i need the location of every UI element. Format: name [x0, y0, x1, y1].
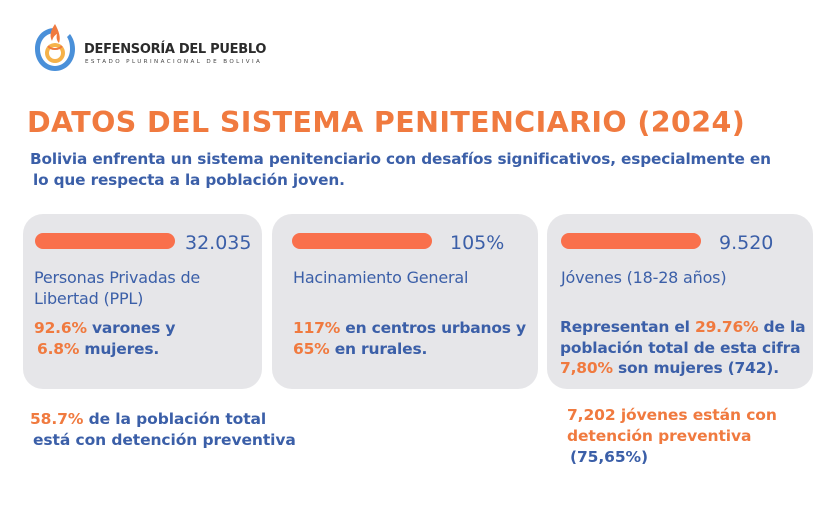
page-subtitle: Bolivia enfrenta un sistema penitenciari… [30, 149, 820, 191]
description-text: en rurales. [329, 339, 428, 358]
note-detencion-jovenes: 7,202 jóvenes están con detención preven… [567, 405, 777, 468]
stat-bar [292, 233, 432, 249]
note-text: está con detención preventiva [33, 431, 296, 449]
stat-card-hacinamiento: 105% Hacinamiento General 117% en centro… [272, 214, 538, 389]
stat-bar [561, 233, 701, 249]
note-detencion-total: 58.7% de la población total está con det… [30, 409, 296, 451]
page-title: DATOS DEL SISTEMA PENITENCIARIO (2024) [27, 106, 746, 139]
note-text: detención preventiva [567, 427, 752, 445]
stat-label: Jóvenes (18-28 años) [561, 268, 727, 287]
note-percentage: (75,65%) [570, 448, 648, 466]
description-text: son mujeres (742). [612, 359, 779, 377]
org-name: DEFENSORÍA DEL PUEBLO [84, 42, 267, 57]
description-text: en centros urbanos y [340, 319, 526, 337]
stat-description: 92.6% varones y 6.8% mujeres. [34, 318, 176, 359]
subtitle-line-2: lo que respecta a la población joven. [33, 171, 345, 189]
highlight-value: 7,80% [560, 359, 613, 377]
highlight-value: 92.6% [34, 319, 87, 337]
stat-card-jovenes: 9.520 Jóvenes (18-28 años) Representan e… [547, 214, 813, 389]
description-text: Representan el [560, 318, 695, 336]
description-text: varones y [86, 319, 176, 337]
org-subtitle: ESTADO PLURINACIONAL DE BOLIVIA [85, 59, 263, 65]
stat-label: Hacinamiento General [293, 268, 469, 287]
stat-description: 117% en centros urbanos y 65% en rurales… [293, 318, 526, 359]
stat-description: Representan el 29.76% de la población to… [560, 317, 806, 379]
note-text: 7,202 jóvenes están con [567, 406, 777, 424]
stat-label: Personas Privadas de Libertad (PPL) [34, 268, 201, 308]
stat-value: 9.520 [719, 232, 774, 254]
subtitle-line-1: Bolivia enfrenta un sistema penitenciari… [30, 150, 771, 168]
highlight-value: 117% [293, 319, 341, 337]
stat-value: 32.035 [185, 232, 252, 254]
stat-card-ppl: 32.035 Personas Privadas de Libertad (PP… [23, 214, 262, 389]
stat-bar [35, 233, 175, 249]
highlight-value: 65% [293, 339, 330, 358]
description-text: población total de esta cifra [560, 338, 801, 357]
stat-value: 105% [450, 232, 505, 254]
highlight-value: 29.76% [695, 318, 759, 336]
defensoria-logo [35, 24, 75, 71]
note-text: de la población total [83, 410, 267, 428]
description-text: de la [758, 318, 806, 336]
highlight-value: 6.8% [37, 339, 80, 358]
highlight-value: 58.7% [30, 410, 84, 428]
description-text: mujeres. [79, 339, 160, 358]
